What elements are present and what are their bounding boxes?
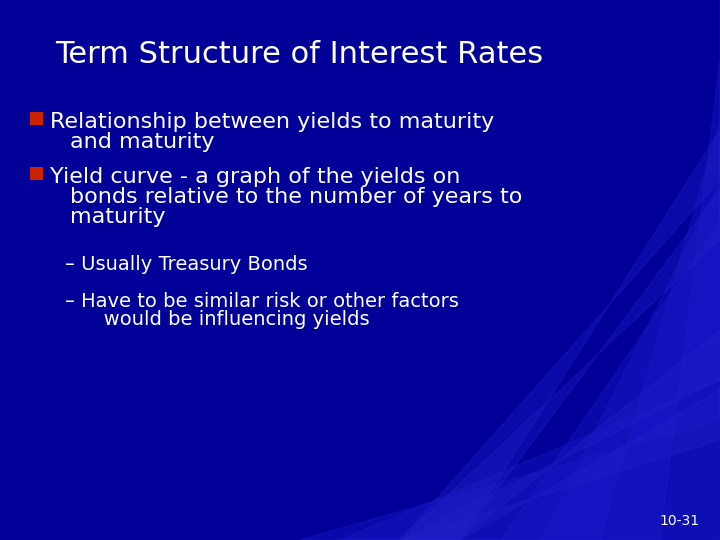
Polygon shape: [300, 120, 720, 540]
Polygon shape: [400, 390, 720, 540]
Text: bonds relative to the number of years to: bonds relative to the number of years to: [70, 187, 523, 207]
Polygon shape: [400, 190, 720, 540]
Text: Relationship between yields to maturity: Relationship between yields to maturity: [50, 112, 494, 132]
Text: and maturity: and maturity: [70, 132, 215, 152]
Text: would be influencing yields: would be influencing yields: [85, 310, 369, 329]
Text: – Usually Treasury Bonds: – Usually Treasury Bonds: [65, 255, 307, 274]
Polygon shape: [400, 330, 720, 540]
Polygon shape: [340, 60, 720, 540]
FancyBboxPatch shape: [30, 167, 43, 180]
Text: Term Structure of Interest Rates: Term Structure of Interest Rates: [55, 40, 543, 69]
Polygon shape: [500, 0, 720, 540]
Polygon shape: [400, 130, 720, 540]
Text: 10-31: 10-31: [660, 514, 700, 528]
Polygon shape: [540, 0, 720, 540]
FancyBboxPatch shape: [30, 112, 43, 125]
Text: – Have to be similar risk or other factors: – Have to be similar risk or other facto…: [65, 292, 459, 311]
Text: maturity: maturity: [70, 207, 166, 227]
Text: Yield curve - a graph of the yields on: Yield curve - a graph of the yields on: [50, 167, 460, 187]
